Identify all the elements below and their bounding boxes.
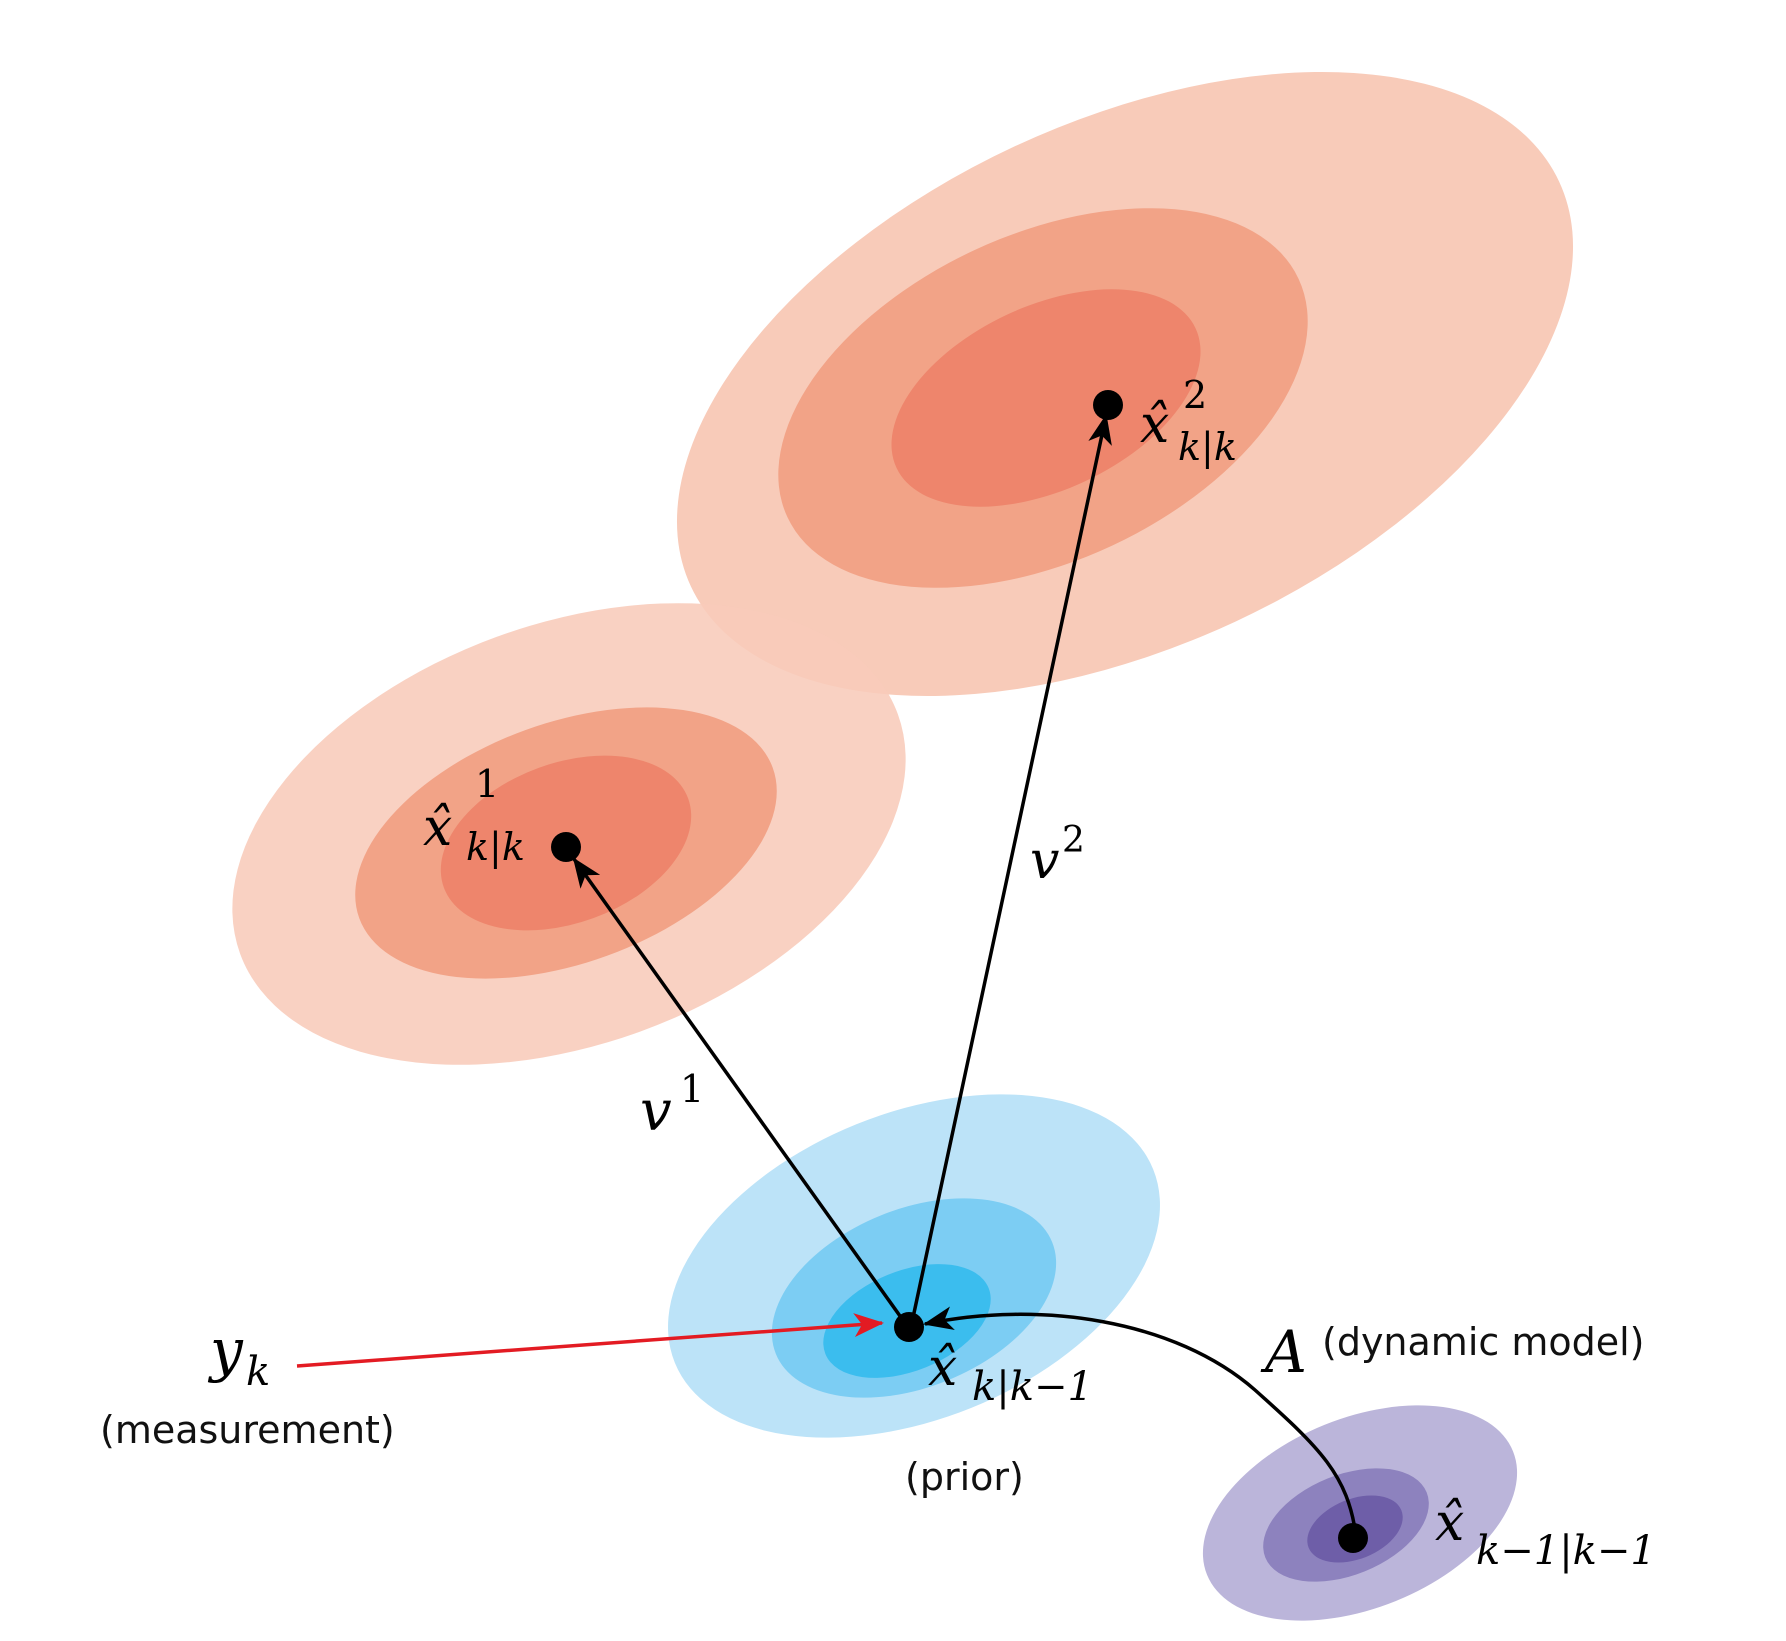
dynamic-model-caption: (dynamic model): [1322, 1320, 1645, 1364]
innovation2-label-base: v: [1030, 831, 1059, 891]
previous-label: x̂ k−1|k−1: [1435, 1493, 1656, 1574]
dynamic-model-symbol: A: [1260, 1318, 1307, 1386]
measurement-caption: (measurement): [100, 1408, 395, 1452]
posterior1-label-superscript: 1: [475, 762, 499, 806]
measurement-label-base: y: [207, 1316, 244, 1384]
innovation2-label-superscript: 2: [1062, 820, 1085, 861]
dynamic-model-label: A (dynamic model): [1260, 1318, 1645, 1386]
measurement-arrow: [296, 1313, 884, 1368]
prior-distribution: [668, 1094, 1160, 1438]
innovation2-arrow: [909, 414, 1112, 1328]
posterior2-label-superscript: 2: [1183, 373, 1207, 417]
innovation1-arrow: [572, 857, 907, 1325]
posterior2-label-base: x̂: [1140, 395, 1169, 455]
posterior1-label-subscript: k|k: [466, 825, 525, 869]
measurement-label: y k (measurement): [100, 1316, 395, 1452]
posterior2-distribution: [676, 71, 1574, 697]
dynamic-model-arrow: [923, 1306, 1358, 1537]
innovation1-label: v 1: [640, 1067, 704, 1144]
previous-point: [1338, 1523, 1368, 1553]
previous-label-subscript: k−1|k−1: [1476, 1528, 1656, 1574]
posterior2-label: x̂ 2 k|k: [1140, 373, 1237, 469]
innovation1-label-base: v: [640, 1079, 672, 1144]
innovation1-label-superscript: 1: [680, 1067, 704, 1111]
prior-point: [894, 1312, 924, 1342]
previous-label-base: x̂: [1435, 1493, 1464, 1553]
prior-label: x̂ k|k−1 (prior): [905, 1338, 1093, 1499]
posterior2-inner-contour: [891, 289, 1201, 507]
innovation2-label: v 2: [1030, 820, 1085, 891]
posterior1-label-base: x̂: [423, 798, 452, 858]
posterior1-point: [551, 832, 581, 862]
prior-caption: (prior): [905, 1455, 1024, 1499]
posterior2-point: [1093, 390, 1123, 420]
prior-label-base: x̂: [928, 1338, 957, 1398]
previous-distribution: [1202, 1405, 1518, 1621]
measurement-label-subscript: k: [246, 1349, 270, 1395]
prior-label-subscript: k|k−1: [972, 1364, 1093, 1410]
posterior2-label-subscript: k|k: [1178, 425, 1237, 469]
posterior1-label: x̂ 1 k|k: [423, 762, 525, 869]
